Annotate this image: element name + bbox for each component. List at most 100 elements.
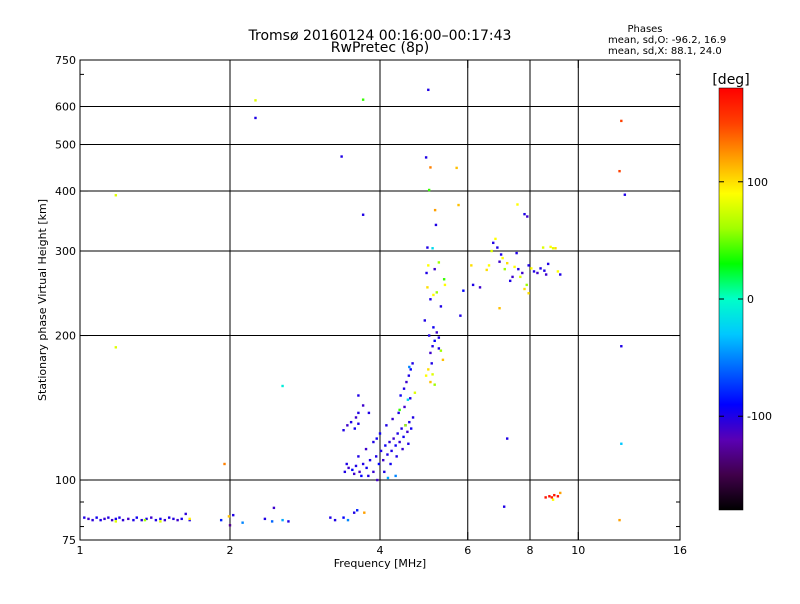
data-point [361, 462, 365, 466]
data-point [502, 505, 506, 508]
data-point [227, 515, 231, 518]
data-point [556, 270, 560, 273]
data-point [358, 470, 361, 474]
data-point [424, 374, 428, 377]
y-tick-label: 600 [55, 101, 76, 114]
data-point [386, 476, 390, 480]
data-point [551, 247, 555, 250]
data-point [367, 411, 371, 415]
data-point [388, 440, 391, 444]
y-tick-label: 500 [55, 139, 76, 152]
x-tick-label: 4 [377, 544, 384, 557]
data-point [357, 422, 360, 425]
data-point [287, 520, 290, 523]
data-point [521, 271, 524, 275]
data-point [462, 289, 465, 292]
grid-lines [80, 60, 680, 540]
data-point [342, 516, 345, 519]
info-line2: mean, sd,X: 88.1, 24.0 [608, 46, 722, 57]
data-point [352, 511, 356, 514]
data-point [413, 391, 417, 394]
data-point [455, 166, 458, 170]
data-point [375, 437, 378, 440]
data-point [411, 362, 414, 365]
data-point [431, 373, 434, 376]
data-point [353, 427, 356, 430]
data-point [405, 380, 408, 384]
data-point [409, 368, 412, 371]
data-point [114, 346, 118, 349]
data-point [374, 455, 378, 458]
data-point [515, 251, 518, 255]
data-point [501, 256, 504, 260]
data-point [382, 458, 385, 462]
data-point [554, 247, 557, 250]
data-point [433, 267, 436, 271]
data-point [349, 420, 353, 424]
data-point [159, 520, 162, 523]
data-point [511, 275, 514, 279]
data-point [517, 267, 520, 271]
data-point [263, 517, 267, 521]
data-point [498, 307, 501, 310]
data-point [523, 287, 526, 291]
x-tick-label: 8 [527, 544, 534, 557]
data-point [145, 517, 148, 521]
data-point [623, 193, 627, 196]
data-point [527, 264, 530, 267]
data-point [352, 472, 356, 476]
data-point [437, 347, 441, 350]
data-point [559, 491, 562, 495]
data-point [95, 516, 98, 519]
info-heading: Phases [627, 24, 662, 35]
data-point [437, 336, 441, 339]
data-point [281, 384, 284, 388]
data-point [550, 496, 554, 499]
data-point [544, 496, 547, 499]
data-point [132, 518, 135, 522]
data-point [620, 345, 623, 348]
data-point [431, 247, 434, 250]
data-point [110, 518, 114, 522]
data-point [396, 432, 399, 435]
data-point [150, 516, 153, 519]
data-point [118, 516, 121, 519]
data-point [377, 462, 381, 466]
data-point [180, 517, 183, 521]
data-point [385, 424, 388, 427]
data-point [429, 380, 432, 384]
data-point [340, 155, 343, 158]
data-point [107, 516, 110, 519]
colorbar-tick-label: 100 [747, 176, 768, 189]
data-point [437, 261, 441, 264]
data-point [551, 498, 555, 501]
data-point [439, 305, 443, 308]
data-point [485, 268, 488, 272]
data-point [478, 286, 482, 289]
data-point [549, 245, 552, 249]
data-point [408, 420, 411, 424]
colorbar-label: [deg] [712, 72, 749, 88]
data-point [490, 249, 493, 253]
data-point [539, 267, 542, 270]
data-point [435, 291, 438, 294]
data-point [83, 516, 86, 519]
data-point [505, 437, 509, 440]
data-point [541, 246, 545, 249]
data-point [426, 246, 429, 249]
data-point [423, 319, 426, 322]
data-point [99, 518, 102, 522]
data-point [429, 351, 432, 355]
colorbar-ticks: 100 0 -100 [719, 176, 772, 423]
data-point [526, 215, 529, 218]
y-tick-label: 100 [55, 474, 76, 487]
data-point [434, 223, 438, 227]
data-point [523, 212, 526, 216]
data-point [470, 264, 473, 267]
data-point [281, 518, 284, 522]
data-points [83, 88, 627, 527]
data-point [351, 468, 354, 472]
data-point [527, 292, 530, 295]
data-point [471, 283, 475, 287]
data-point [361, 213, 365, 216]
